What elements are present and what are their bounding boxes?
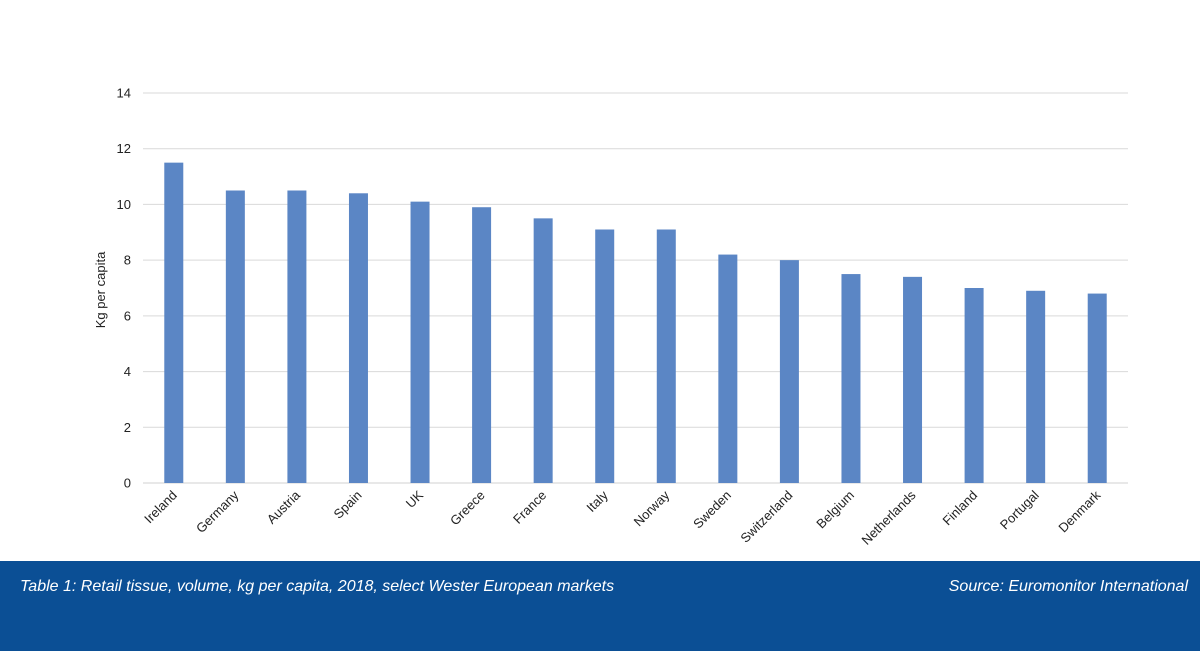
x-category-label: Sweden <box>690 488 734 532</box>
bar-spain <box>348 193 368 484</box>
y-axis-title: Kg per capita <box>93 251 108 328</box>
x-category-label: Germany <box>193 487 242 536</box>
bar-italy <box>595 229 615 483</box>
table-caption: Table 1: Retail tissue, volume, kg per c… <box>20 578 615 595</box>
bar-norway <box>656 229 676 483</box>
x-category-label: Denmark <box>1055 487 1103 535</box>
bar-portugal <box>1026 290 1046 483</box>
bar-austria <box>287 190 307 483</box>
y-axis-ticks: 0 2 4 6 8 10 12 14 <box>117 86 131 491</box>
bar-ireland <box>164 162 184 483</box>
bar-denmark <box>1087 293 1107 483</box>
gridlines <box>143 92 1128 484</box>
y-tick-label: 6 <box>124 308 131 323</box>
x-category-label: Portugal <box>997 487 1042 532</box>
x-category-label: Switzerland <box>737 488 795 546</box>
bar-belgium <box>841 274 861 483</box>
chart-area: 0 2 4 6 8 10 12 14 Ireland Germany Austria Spain UK… <box>93 86 1128 548</box>
y-tick-label: 8 <box>124 253 131 268</box>
bar-uk <box>410 201 430 483</box>
x-category-label: Spain <box>330 488 364 522</box>
x-category-label: Finland <box>939 488 980 529</box>
x-category-label: UK <box>403 487 427 511</box>
y-tick-label: 2 <box>124 420 131 435</box>
x-category-label: France <box>510 488 549 527</box>
bars <box>164 162 1107 484</box>
x-category-label: Italy <box>583 487 611 515</box>
bar-netherlands <box>903 276 923 483</box>
bar-germany <box>225 190 245 483</box>
bar-switzerland <box>779 260 799 483</box>
y-tick-label: 14 <box>117 86 131 101</box>
bar-france <box>533 218 553 483</box>
y-tick-label: 0 <box>124 476 131 491</box>
x-category-label: Netherlands <box>858 487 919 548</box>
x-axis-labels: Ireland Germany Austria Spain UK Greece France… <box>141 487 1103 548</box>
y-tick-label: 12 <box>117 141 131 156</box>
y-tick-label: 4 <box>124 364 131 379</box>
x-category-label: Greece <box>447 488 488 529</box>
x-category-label: Belgium <box>813 488 857 532</box>
x-category-label: Ireland <box>141 488 180 527</box>
bar-greece <box>472 207 492 483</box>
caption-bar: Table 1: Retail tissue, volume, kg per c… <box>0 561 1200 651</box>
x-category-label: Norway <box>631 487 673 529</box>
x-category-label: Austria <box>264 487 304 527</box>
bar-sweden <box>718 254 738 483</box>
bar-chart: 0 2 4 6 8 10 12 14 Ireland Germany Austria Spain UK… <box>93 86 1128 548</box>
bar-finland <box>964 288 984 483</box>
y-tick-label: 10 <box>117 197 131 212</box>
source-credit: Source: Euromonitor International <box>948 578 1188 595</box>
